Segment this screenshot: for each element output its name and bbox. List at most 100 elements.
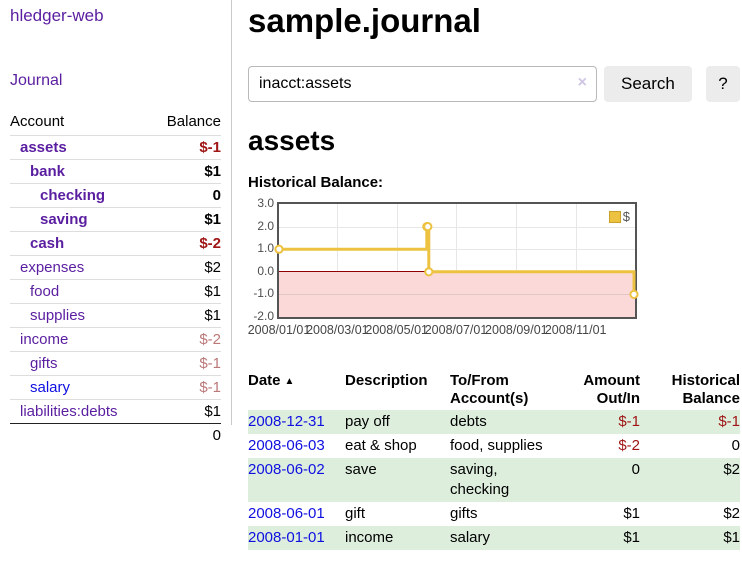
- chart-negative-region: [279, 271, 635, 317]
- account-balance: $-1: [199, 139, 221, 156]
- sidebar-account-link[interactable]: food: [30, 283, 60, 300]
- sidebar-account-link[interactable]: income: [20, 331, 69, 348]
- accounts-table-header: Account Balance: [10, 110, 221, 135]
- legend-swatch-icon: [608, 210, 621, 223]
- transaction-date-link[interactable]: 2008-06-02: [248, 461, 325, 478]
- register-row: 2008-06-03 eat & shop food, supplies $-2 0: [248, 434, 740, 458]
- accounts-column-header: To/From Account(s): [450, 372, 529, 407]
- search-button[interactable]: Search: [604, 66, 692, 102]
- sidebar-account-link[interactable]: gifts: [30, 355, 58, 372]
- y-tick-label: 1.0: [257, 241, 274, 256]
- sidebar-account-link[interactable]: salary: [30, 379, 71, 396]
- amount-column-header: Amount Out/In: [583, 372, 640, 407]
- y-tick-label: 2.0: [257, 218, 274, 233]
- transaction-balance: 0: [731, 437, 740, 454]
- y-tick-label: 0.0: [257, 263, 274, 278]
- transaction-date-link[interactable]: 2008-06-03: [248, 437, 325, 454]
- transaction-balance: $2: [723, 461, 740, 478]
- sidebar-divider: [231, 0, 232, 425]
- account-row: bank $1: [10, 159, 221, 183]
- balance-column-header: Historical Balance: [671, 372, 740, 407]
- accounts-list: assets $-1 bank $1 checking 0 saving $1 cash $-2 e…: [10, 135, 221, 423]
- transaction-date-link[interactable]: 2008-01-01: [248, 529, 325, 546]
- account-balance: $-2: [199, 235, 221, 252]
- account-row: liabilities:debts $1: [10, 399, 221, 423]
- transaction-amount: $1: [623, 529, 640, 546]
- account-balance: $-2: [199, 331, 221, 348]
- x-tick-label: 2008/09/01: [485, 323, 548, 337]
- account-balance: $1: [204, 403, 221, 420]
- sidebar-account-link[interactable]: assets: [20, 139, 67, 156]
- sidebar: hledger-web Journal Account Balance asse…: [0, 0, 231, 447]
- transaction-date-link[interactable]: 2008-06-01: [248, 505, 325, 522]
- help-button[interactable]: ?: [705, 66, 740, 102]
- balance-column-header: Balance: [166, 113, 221, 130]
- register-row: 2008-06-01 gift gifts $1 $2: [248, 502, 740, 526]
- page-title: sample.journal: [248, 2, 481, 39]
- gridline: [279, 227, 635, 228]
- legend-label: $: [622, 209, 630, 224]
- account-balance: $2: [204, 259, 221, 276]
- historical-balance-chart: 3.0 2.0 1.0 0.0 -1.0 -2.0 $ 2008/01/01 2008/03…: [247, 196, 740, 342]
- sidebar-account-link[interactable]: cash: [30, 235, 65, 252]
- accounts-total: 0: [10, 423, 221, 447]
- search-form: × Search ?: [248, 66, 740, 102]
- sidebar-account-link[interactable]: expenses: [20, 259, 85, 276]
- series-path: [279, 225, 636, 295]
- account-balance: 0: [212, 187, 221, 204]
- account-column-header: Account: [10, 113, 65, 130]
- gridline: [456, 204, 457, 317]
- chart-series-line: [274, 222, 639, 300]
- register-row: 2008-01-01 income salary $1 $1: [248, 526, 740, 550]
- clear-search-icon[interactable]: ×: [577, 74, 588, 91]
- sidebar-item-journal[interactable]: Journal: [10, 72, 63, 89]
- data-point-marker: [629, 289, 639, 300]
- transaction-amount: $1: [623, 505, 640, 522]
- transaction-accounts: debts: [450, 413, 487, 430]
- x-tick-label: 2008/05/01: [365, 323, 428, 337]
- x-tick-label: 2008/11/01: [544, 323, 607, 337]
- gridline: [516, 204, 517, 317]
- transaction-date-link[interactable]: 2008-12-31: [248, 413, 325, 430]
- app-brand-link[interactable]: hledger-web: [10, 6, 104, 25]
- transaction-balance: $2: [723, 505, 740, 522]
- y-tick-label: 3.0: [257, 196, 274, 210]
- account-row: food $1: [10, 279, 221, 303]
- sidebar-account-link[interactable]: checking: [40, 187, 106, 204]
- register-row: 2008-12-31 pay off debts $-1 $-1: [248, 410, 740, 434]
- date-column-header[interactable]: Date ▲: [248, 372, 295, 389]
- gridline: [279, 294, 635, 295]
- transaction-balance: $-1: [718, 413, 740, 430]
- account-row: supplies $1: [10, 303, 221, 327]
- sidebar-account-link[interactable]: supplies: [30, 307, 86, 324]
- sidebar-account-link[interactable]: liabilities:debts: [20, 403, 118, 420]
- account-heading: assets: [248, 125, 336, 156]
- data-point-marker: [424, 267, 434, 277]
- sort-ascending-icon: ▲: [284, 376, 295, 387]
- transaction-description: income: [345, 529, 394, 546]
- transaction-accounts: saving, checking: [450, 461, 510, 498]
- account-balance: $-1: [199, 355, 221, 372]
- account-balance: $1: [204, 307, 221, 324]
- transaction-amount: $-2: [618, 437, 640, 454]
- x-tick-label: 2008/01/01: [247, 323, 311, 337]
- gridline: [337, 204, 338, 317]
- account-row: gifts $-1: [10, 351, 221, 375]
- account-row: expenses $2: [10, 255, 221, 279]
- register-table: Date ▲ Description To/From Account(s) Amo…: [248, 370, 740, 550]
- data-point-marker: [274, 244, 284, 254]
- account-row: cash $-2: [10, 231, 221, 255]
- chart-plot-area: $: [274, 202, 639, 319]
- transaction-amount: $-1: [618, 413, 640, 430]
- chart-legend: $: [606, 208, 632, 225]
- account-row: assets $-1: [10, 135, 221, 159]
- register-row: 2008-06-02 save saving, checking 0 $2: [248, 458, 740, 502]
- accounts-table: Account Balance assets $-1 bank $1 checking 0…: [10, 110, 221, 447]
- x-tick-label: 2008/07/01: [424, 323, 488, 337]
- account-row: income $-2: [10, 327, 221, 351]
- sidebar-account-link[interactable]: saving: [40, 211, 88, 228]
- gridline: [279, 249, 635, 250]
- search-input[interactable]: [248, 66, 598, 102]
- sidebar-account-link[interactable]: bank: [30, 163, 66, 180]
- transaction-balance: $1: [723, 529, 740, 546]
